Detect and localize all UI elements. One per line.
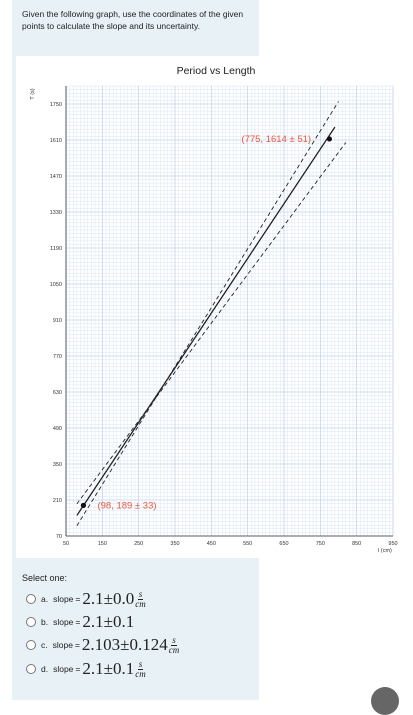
option-c[interactable]: c. slope = 2.103±0.124 s cm bbox=[26, 634, 179, 656]
equals-sign: = bbox=[75, 594, 81, 604]
unit-fraction: s cm bbox=[135, 658, 146, 679]
y-tick-label: 1610 bbox=[50, 138, 62, 144]
question-text: Given the following graph, use the coord… bbox=[22, 9, 244, 31]
x-tick-label: 250 bbox=[134, 541, 143, 547]
unit-numerator: s bbox=[137, 658, 144, 670]
x-tick-label: 850 bbox=[352, 541, 361, 547]
x-tick-label: 350 bbox=[170, 541, 179, 547]
equals-sign: = bbox=[75, 664, 81, 674]
slope-value: 2.1±0.0 bbox=[82, 589, 135, 608]
option-letter: c. bbox=[41, 640, 48, 650]
unit-denominator: cm bbox=[135, 668, 146, 679]
error-bound-line bbox=[76, 142, 347, 505]
y-tick-label: 770 bbox=[53, 354, 62, 360]
option-b[interactable]: b. slope = 2.1±0.1 bbox=[26, 611, 134, 633]
slope-value: 2.1±0.1 bbox=[82, 612, 135, 631]
select-one-label: Select one: bbox=[22, 573, 68, 583]
slope-label: slope bbox=[53, 617, 74, 627]
x-tick-label: 550 bbox=[243, 541, 252, 547]
y-tick-label: 630 bbox=[53, 390, 62, 396]
data-point bbox=[326, 136, 333, 142]
y-tick-label: 1750 bbox=[50, 102, 62, 108]
grid bbox=[65, 85, 394, 537]
radio-button[interactable] bbox=[26, 617, 36, 627]
unit-numerator: s bbox=[137, 588, 144, 600]
data-points: (98, 189 ± 33) (775, 1614 ± 51) bbox=[80, 134, 333, 511]
y-tick-label: 1050 bbox=[50, 282, 62, 288]
slope-value: 2.103±0.124 bbox=[81, 635, 168, 654]
x-tick-label: 750 bbox=[316, 541, 325, 547]
option-d[interactable]: d. slope = 2.1±0.1 s cm bbox=[26, 658, 146, 680]
option-letter: a. bbox=[41, 594, 49, 604]
unit-fraction: s cm bbox=[135, 588, 146, 609]
unit-numerator: s bbox=[171, 634, 177, 646]
radio-button[interactable] bbox=[26, 640, 36, 650]
x-tick-label: 450 bbox=[207, 541, 216, 547]
y-tick-label: 1190 bbox=[50, 246, 62, 252]
axes: 50 150 250 350 450 550 650 750 850 950 70 210 350 490… bbox=[50, 86, 398, 547]
y-tick-label: 910 bbox=[53, 318, 62, 324]
point-label: (98, 189 ± 33) bbox=[97, 500, 156, 511]
x-tick-label: 650 bbox=[279, 541, 288, 547]
chart-area: 50 150 250 350 450 550 650 750 850 950 70 210 350 490… bbox=[16, 56, 399, 558]
unit-fraction: s cm bbox=[168, 634, 180, 655]
y-axis-label: T (s) bbox=[30, 88, 36, 99]
best-fit-line bbox=[76, 126, 336, 516]
slope-value: 2.1±0.1 bbox=[82, 659, 135, 678]
slope-label: slope bbox=[53, 594, 74, 604]
x-tick-label: 50 bbox=[63, 541, 69, 547]
y-tick-label: 1470 bbox=[50, 174, 62, 180]
x-tick-label: 950 bbox=[388, 541, 397, 547]
data-point bbox=[80, 502, 87, 508]
x-tick-label: 150 bbox=[98, 541, 107, 547]
question-box bbox=[12, 0, 259, 52]
chart-title: Period vs Length bbox=[177, 65, 256, 77]
radio-button[interactable] bbox=[26, 594, 36, 604]
scroll-top-button[interactable] bbox=[371, 687, 399, 715]
y-tick-label: 210 bbox=[53, 498, 62, 504]
y-tick-label: 490 bbox=[53, 426, 62, 432]
option-a[interactable]: a. slope = 2.1±0.0 s cm bbox=[26, 588, 146, 610]
y-tick-label: 1330 bbox=[50, 210, 62, 216]
radio-button[interactable] bbox=[26, 664, 36, 674]
unit-denominator: cm bbox=[168, 644, 180, 655]
y-tick-label: 350 bbox=[53, 462, 62, 468]
period-length-chart: 50 150 250 350 450 550 650 750 850 950 70 210 350 490… bbox=[30, 65, 398, 554]
y-tick-label: 70 bbox=[56, 534, 62, 540]
slope-label: slope bbox=[52, 640, 73, 650]
slope-label: slope bbox=[53, 664, 74, 674]
equals-sign: = bbox=[74, 640, 80, 650]
x-axis-label: l (cm) bbox=[378, 548, 392, 554]
error-bound-line bbox=[76, 101, 339, 526]
unit-denominator: cm bbox=[135, 598, 146, 609]
option-letter: b. bbox=[41, 617, 49, 627]
option-letter: d. bbox=[41, 664, 49, 674]
equals-sign: = bbox=[75, 617, 81, 627]
series bbox=[76, 101, 347, 526]
point-label: (775, 1614 ± 51) bbox=[241, 134, 311, 145]
